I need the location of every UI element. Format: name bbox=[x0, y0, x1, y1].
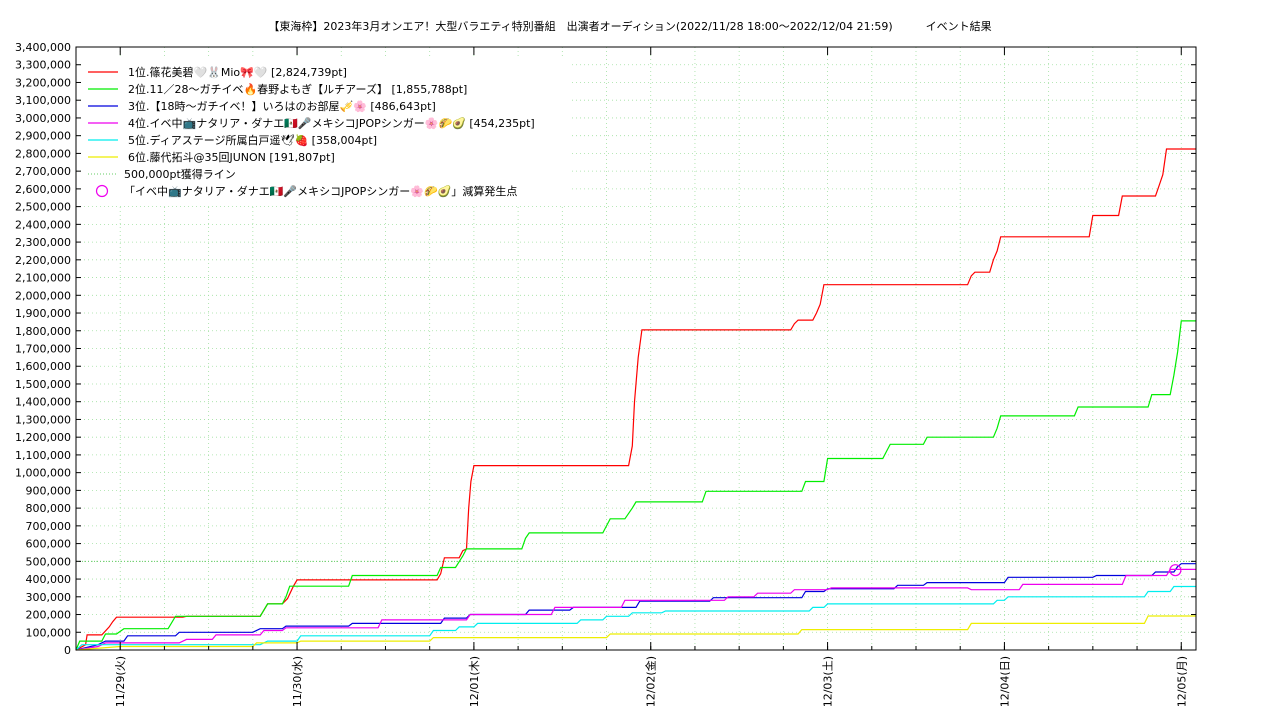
series-lines bbox=[75, 148, 1196, 651]
y-tick-label: 100,000 bbox=[26, 626, 72, 639]
y-tick-label: 800,000 bbox=[26, 502, 72, 515]
y-tick-label: 0 bbox=[64, 644, 71, 657]
y-tick-label: 900,000 bbox=[26, 484, 72, 497]
y-tick-label: 2,400,000 bbox=[15, 218, 71, 231]
y-tick-label: 300,000 bbox=[26, 591, 72, 604]
y-tick-label: 1,600,000 bbox=[15, 360, 71, 373]
y-tick-label: 1,500,000 bbox=[15, 378, 71, 391]
y-tick-label: 1,900,000 bbox=[15, 307, 71, 320]
y-tick-label: 2,300,000 bbox=[15, 236, 71, 249]
chart-title: 【東海枠】2023年3月オンエア！大型バラエティ特別番組 出演者オーディション(… bbox=[268, 19, 991, 33]
legend-label-reference: 500,000pt獲得ライン bbox=[124, 168, 236, 181]
y-tick-label: 3,100,000 bbox=[15, 94, 71, 107]
y-tick-label: 1,100,000 bbox=[15, 449, 71, 462]
x-tick-label: 11/29(火) bbox=[114, 656, 127, 707]
y-tick-label: 700,000 bbox=[26, 520, 72, 533]
y-tick-label: 1,200,000 bbox=[15, 431, 71, 444]
y-axis: 0 100,000 200,000 300,000 400,000 500,000 600,… bbox=[15, 41, 1196, 657]
x-tick-label: 12/03(土) bbox=[822, 656, 835, 707]
legend-label-5: 5位.ディアステージ所属白戸遥🕊🍓 [358,004pt] bbox=[128, 133, 377, 147]
y-tick-label: 1,000,000 bbox=[15, 467, 71, 480]
legend-label-4: 4位.イベ中📺ナタリア・ダナエ🇲🇽🎤メキシコJPOPシンガー🌸🌮🥑 [454,2… bbox=[128, 116, 535, 130]
y-tick-label: 3,000,000 bbox=[15, 112, 71, 125]
x-tick-label: 11/30(水) bbox=[291, 656, 304, 707]
y-tick-label: 1,800,000 bbox=[15, 325, 71, 338]
x-tick-label: 12/01(木) bbox=[468, 656, 481, 707]
series-line-6 bbox=[75, 615, 1196, 651]
y-tick-label: 2,700,000 bbox=[15, 165, 71, 178]
y-tick-label: 1,400,000 bbox=[15, 396, 71, 409]
series-line-2 bbox=[75, 320, 1196, 651]
legend-label-3: 3位.【18時〜ガチイベ！】いろはのお部屋🎺🌸 [486,643pt] bbox=[128, 99, 436, 113]
y-tick-label: 3,200,000 bbox=[15, 76, 71, 89]
x-tick-label: 12/04(日) bbox=[998, 656, 1011, 707]
y-tick-label: 600,000 bbox=[26, 538, 72, 551]
y-tick-label: 3,300,000 bbox=[15, 59, 71, 72]
legend-label-1: 1位.篠花美碧🤍🐰Mio🎀🤍 [2,824,739pt] bbox=[128, 65, 347, 79]
legend: 1位.篠花美碧🤍🐰Mio🎀🤍 [2,824,739pt] 2位.11／28〜ガチイ… bbox=[82, 58, 572, 204]
y-tick-label: 2,600,000 bbox=[15, 183, 71, 196]
decrease-marker bbox=[1169, 564, 1182, 577]
y-tick-label: 1,700,000 bbox=[15, 343, 71, 356]
series-line-5 bbox=[75, 585, 1196, 651]
x-tick-label: 12/02(金) bbox=[644, 656, 658, 707]
y-tick-label: 200,000 bbox=[26, 609, 72, 622]
y-tick-label: 1,300,000 bbox=[15, 413, 71, 426]
y-tick-label: 2,500,000 bbox=[15, 201, 71, 214]
series-line-4 bbox=[75, 568, 1196, 651]
y-tick-label: 400,000 bbox=[26, 573, 72, 586]
x-tick-label: 12/05(月) bbox=[1175, 656, 1188, 707]
legend-background bbox=[82, 58, 572, 204]
x-axis: 11/29(火) 11/30(水) 12/01(木) 12/02(金) 12/03(土)… bbox=[75, 47, 1188, 707]
series-line-3 bbox=[75, 563, 1196, 651]
legend-label-6: 6位.藤代拓斗@35回JUNON [191,807pt] bbox=[128, 150, 335, 164]
marker-layer bbox=[1169, 564, 1182, 577]
y-tick-label: 2,800,000 bbox=[15, 147, 71, 160]
y-tick-label: 2,200,000 bbox=[15, 254, 71, 267]
y-tick-label: 2,000,000 bbox=[15, 289, 71, 302]
y-tick-label: 2,900,000 bbox=[15, 130, 71, 143]
y-tick-label: 2,100,000 bbox=[15, 272, 71, 285]
legend-label-marker: 「イベ中📺ナタリア・ダナエ🇲🇽🎤メキシコJPOPシンガー🌸🌮🥑」減算発生点 bbox=[124, 184, 517, 198]
y-tick-label: 500,000 bbox=[26, 555, 72, 568]
legend-label-2: 2位.11／28〜ガチイベ🔥春野よもぎ【ルチアーズ】 [1,855,788pt] bbox=[128, 82, 467, 96]
y-tick-label: 3,400,000 bbox=[15, 41, 71, 54]
legend-swatch-marker bbox=[95, 184, 109, 198]
